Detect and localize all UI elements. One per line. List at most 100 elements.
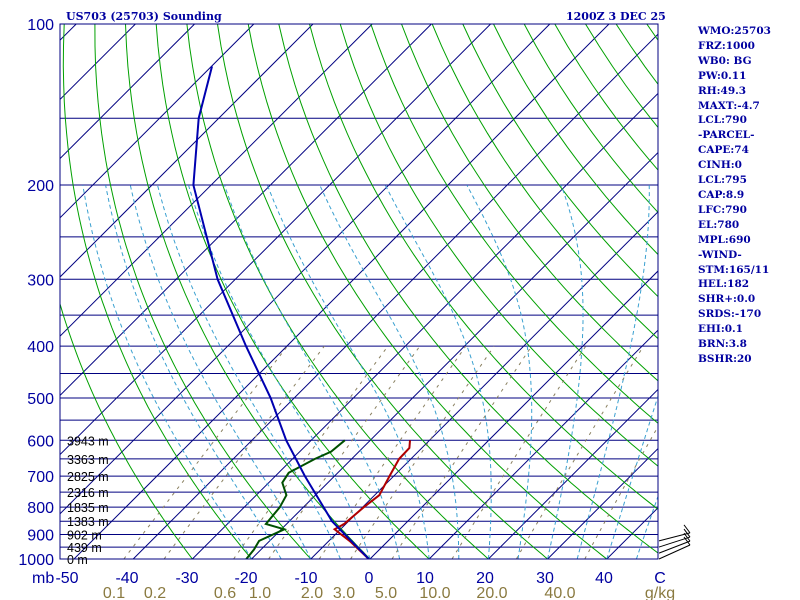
mixing-ratio-line [233,345,389,559]
isotherm-line [60,24,255,219]
dry-adiabat-line [125,24,371,559]
height-label: 3943 m [67,434,109,448]
mixing-ratio-label: 0.2 [144,585,166,600]
temperature-tick-label: 10 [416,570,434,587]
index-item: -WIND- [698,248,742,261]
dry-adiabat-line [493,24,658,256]
pressure-unit-label: mb [32,570,54,587]
height-label: 2825 m [67,470,109,484]
index-item: CAPE:74 [698,144,749,157]
wind-barb [658,544,691,560]
temperature-tick-label: 20 [476,570,494,587]
temperature-tick-label: 30 [536,570,554,587]
moist-adiabat-line [635,494,658,559]
moist-adiabat-line [224,184,401,559]
temperature-profile-line [332,440,411,559]
pressure-tick-label: 800 [27,500,54,517]
moist-adiabat-line [266,184,430,559]
dry-adiabat-line [94,24,312,559]
index-item: FRZ:1000 [698,39,755,52]
pressure-tick-label: 500 [27,391,54,408]
temperature-tick-label: -50 [55,570,78,587]
wind-barb [658,540,691,554]
chart-title: US703 (25703) Sounding [66,10,222,23]
temperature-tick-label: -40 [115,570,138,587]
index-item: LCL:795 [698,174,747,187]
mixing-ratio-label: 0.1 [103,585,125,600]
dry-adiabat-line [370,24,658,424]
isotherm-line [369,270,658,559]
moist-adiabat-line [319,184,460,559]
index-item: SRDS:-170 [698,308,762,321]
dry-adiabat-line [770,24,800,559]
moist-adiabat-line [384,184,492,559]
temperature-tick-label: 40 [595,570,613,587]
isotherm-line [60,24,551,515]
dry-adiabat-line [339,24,658,467]
height-label: 2316 m [67,486,109,500]
index-item: CAP:8.9 [698,188,745,201]
index-item: WMO:25703 [698,25,771,37]
isotherm-line [488,388,658,559]
moist-adiabat-line [188,184,371,559]
isotherm-line [73,24,610,559]
pressure-tick-label: 400 [27,339,54,356]
pressure-tick-label: 600 [27,433,54,450]
isotherm-line [0,24,17,559]
dry-adiabat-line [186,24,489,559]
temperature-tick-label: 0 [365,570,374,587]
isotherm-line [60,24,314,278]
mixing-ratio-label: 5.0 [375,585,397,600]
mixing-ratio-line [350,345,495,559]
dry-adiabat-line [278,24,658,554]
moist-adiabat-line [547,184,584,559]
index-item: BRN:3.8 [698,338,747,351]
pressure-tick-label: 1000 [18,552,54,569]
index-item: -PARCEL- [698,129,755,142]
mixing-ratio-line [123,345,288,559]
height-label: 1835 m [67,501,109,515]
index-item: PW:0.11 [698,69,747,82]
isotherm-line [132,33,658,559]
mixing-ratio-label: 0.6 [214,585,236,600]
dewpoint-profile-line [245,439,346,559]
dry-adiabat-line [247,24,608,559]
dry-adiabat-line [155,24,430,559]
height-label: 902 m [67,529,102,543]
index-item: SHR+:0.0 [698,293,756,306]
moist-adiabat-line [157,184,341,559]
chart-series [192,66,411,559]
pressure-tick-label: 200 [27,178,54,195]
wind-barbs [658,524,691,560]
height-label: 439 m [67,541,102,555]
plot-frame [59,23,659,560]
pressure-tick-label: 300 [27,272,54,289]
mixing-ratio-label: 20.0 [476,585,507,600]
mixing-ratio-label: 10.0 [419,585,450,600]
chart-valid-time: 1200Z 3 DEC 25 [566,10,666,23]
index-item: BSHR:20 [698,352,752,365]
mixing-ratio-line [163,345,325,559]
dry-adiabat-line [62,24,252,559]
wind-barb-flag [683,528,691,538]
wind-barb-flag [683,524,691,534]
moist-adiabat-line [82,185,253,559]
height-label: 1383 m [67,515,109,529]
height-label: 3363 m [67,453,109,467]
index-item: CINH:0 [698,159,742,172]
moist-adiabat-line [105,185,282,559]
dry-adiabat-line [462,24,658,298]
temperature-tick-label: -10 [294,570,317,587]
mixing-ratio-line [584,425,658,559]
mixing-ratio-line [318,345,467,559]
parcel-path-line [192,66,370,559]
index-item: EHI:0.1 [698,323,743,336]
index-item: RH:49.3 [698,84,747,97]
chart-grid [0,24,800,559]
pressure-tick-label: 100 [27,17,54,34]
index-item: MAXT:-4.7 [698,99,760,112]
isotherm-line [60,24,195,160]
temperature-tick-label: -30 [175,570,198,587]
pressure-tick-label: 700 [27,469,54,486]
